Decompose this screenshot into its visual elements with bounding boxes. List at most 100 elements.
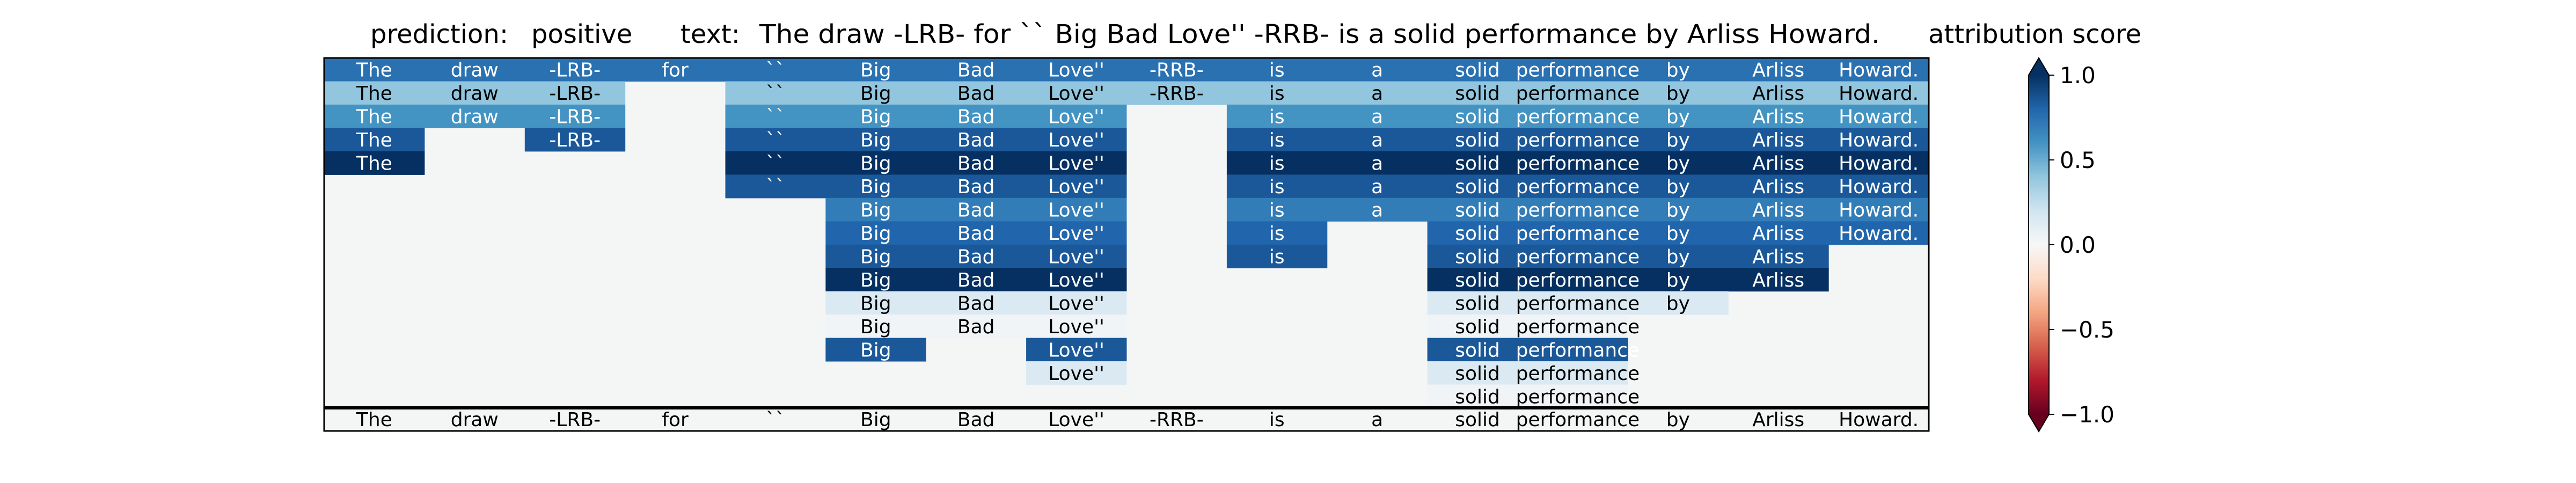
heatmap-cell: [1026, 361, 1127, 385]
cell-token-label: Bad: [957, 83, 995, 105]
heatmap-cell: [1728, 104, 1829, 128]
bottom-token-label: by: [1666, 409, 1690, 431]
cell-token-label: Arliss: [1752, 269, 1804, 291]
cell-token-label: Arliss: [1752, 176, 1804, 198]
cell-token-label: is: [1269, 129, 1285, 151]
heatmap-cell: [1828, 104, 1929, 128]
heatmap-cell: [1728, 221, 1829, 245]
heatmap-cell: [1628, 291, 1729, 315]
heatmap-cell: [1628, 151, 1729, 175]
heatmap-cell: [424, 58, 525, 82]
colorbar-tick-label: −0.5: [2060, 317, 2114, 343]
heatmap-cell: [1527, 151, 1628, 175]
cell-token-label: by: [1666, 106, 1690, 128]
heatmap-cell: [1226, 174, 1328, 199]
cell-token-label: performance: [1516, 83, 1640, 105]
heatmap-cell: [1527, 268, 1628, 292]
cell-token-label: Love'': [1048, 316, 1104, 338]
heatmap-cell: [1327, 174, 1428, 199]
heatmap-cell: [1427, 268, 1528, 292]
heatmap-cell: [1527, 291, 1628, 315]
heatmap-cell: [725, 104, 826, 128]
heatmap-cell: [725, 58, 826, 82]
heatmap-cell: [424, 81, 525, 105]
heatmap-cell: [1226, 151, 1328, 175]
heatmap-cell: [1427, 174, 1528, 199]
heatmap-cell: [1427, 384, 1528, 408]
heatmap-cell: [825, 338, 926, 362]
heatmap-cell: [1026, 338, 1127, 362]
heatmap-cell: [1728, 197, 1829, 222]
heatmap-cell: [1226, 197, 1328, 222]
cell-token-label: Howard.: [1839, 60, 1919, 82]
heatmap-cell: [926, 151, 1027, 175]
cell-token-label: performance: [1516, 129, 1640, 151]
heatmap-cell: [1226, 104, 1328, 128]
heatmap-cell: [1628, 244, 1729, 268]
heatmap-cell: [1527, 197, 1628, 222]
heatmap-cell: [1628, 174, 1729, 199]
colorbar-extend-bottom: [2029, 414, 2049, 431]
heatmap-cell: [1527, 361, 1628, 385]
cell-token-label: Love'': [1048, 246, 1104, 268]
cell-token-label: -LRB-: [549, 60, 601, 82]
heatmap-cell: [926, 197, 1027, 222]
cell-token-label: performance: [1516, 339, 1640, 361]
heatmap-cell: [825, 268, 926, 292]
cell-token-label: a: [1371, 176, 1383, 198]
heatmap-cell: [926, 81, 1027, 105]
cell-token-label: a: [1371, 129, 1383, 151]
cell-token-label: ``: [766, 129, 785, 151]
heatmap-cell: [524, 58, 626, 82]
cell-token-label: Big: [860, 153, 891, 175]
heatmap-cell: [1427, 197, 1528, 222]
bottom-token-label: solid: [1455, 409, 1500, 431]
heatmap-cell: [1026, 197, 1127, 222]
cell-token-label: performance: [1516, 386, 1640, 408]
heatmap-cell: [926, 174, 1027, 199]
cell-token-label: ``: [766, 153, 785, 175]
bottom-token-label: Love'': [1048, 409, 1104, 431]
heatmap-cell: [1728, 174, 1829, 199]
heatmap-cell: [1427, 361, 1528, 385]
cell-token-label: Arliss: [1752, 83, 1804, 105]
heatmap-cell: [926, 221, 1027, 245]
cell-token-label: solid: [1455, 176, 1500, 198]
prediction-label: prediction:: [370, 19, 508, 49]
colorbar-extend-top: [2029, 58, 2049, 75]
cell-token-label: is: [1269, 60, 1285, 82]
cell-token-label: Arliss: [1752, 129, 1804, 151]
heatmap-cell: [1226, 58, 1328, 82]
cell-token-label: Bad: [957, 200, 995, 222]
heatmap-cell: [1026, 151, 1127, 175]
prediction-value: positive: [531, 19, 632, 49]
colorbar-tick-label: 0.5: [2060, 147, 2096, 173]
heatmap-cell: [1527, 221, 1628, 245]
cell-token-label: solid: [1455, 386, 1500, 408]
heatmap-cell: [1427, 221, 1528, 245]
heatmap-cell: [1527, 244, 1628, 268]
heatmap-cell: [825, 104, 926, 128]
cell-token-label: Bad: [957, 129, 995, 151]
cell-token-label: Big: [860, 176, 891, 198]
heatmap-cell: [1628, 221, 1729, 245]
heatmap-cell: [324, 104, 425, 128]
heatmap-cell: [1026, 174, 1127, 199]
cell-token-label: solid: [1455, 292, 1500, 314]
text-label: text:: [680, 19, 740, 49]
heatmap-cell: [1226, 128, 1328, 152]
heatmap-cell: [1026, 314, 1127, 339]
colorbar-tick-label: 1.0: [2060, 62, 2096, 89]
heatmap-cell: [1828, 128, 1929, 152]
cell-token-label: solid: [1455, 269, 1500, 291]
cell-token-label: Howard.: [1839, 83, 1919, 105]
cell-token-label: -LRB-: [549, 83, 601, 105]
cell-token-label: Bad: [957, 246, 995, 268]
cell-token-label: solid: [1455, 200, 1500, 222]
cell-token-label: solid: [1455, 363, 1500, 385]
cell-token-label: performance: [1516, 106, 1640, 128]
heatmap-cell: [1026, 104, 1127, 128]
cell-token-label: solid: [1455, 83, 1500, 105]
cell-token-label: ``: [766, 106, 785, 128]
cell-token-label: ``: [766, 176, 785, 198]
